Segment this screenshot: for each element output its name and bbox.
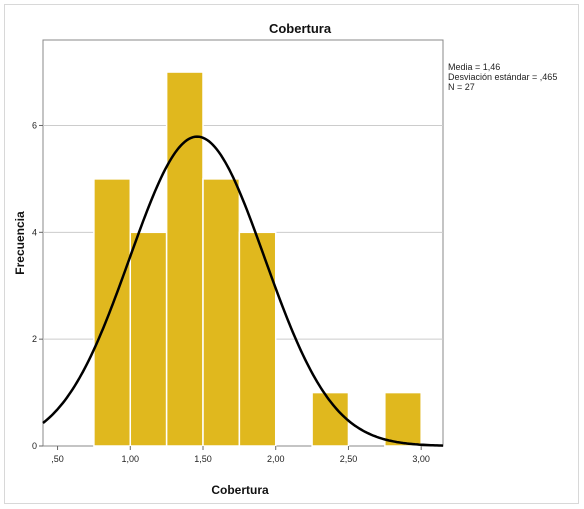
x-tick-label-4: 2,50 [340,454,358,464]
stats-mean: Media = 1,46 [448,62,500,72]
y-axis-ticks: 0 2 4 6 [32,120,43,451]
bar-4 [238,231,277,447]
x-tick-label-5: 3,00 [412,454,430,464]
bar-3 [202,178,241,447]
x-axis-label: Cobertura [211,483,269,497]
y-tick-label-0: 0 [32,441,37,451]
bar-8 [384,391,422,447]
bar-0 [93,178,132,447]
bars [93,71,422,447]
y-tick-label-3: 6 [32,120,37,130]
y-tick-label-2: 4 [32,227,37,237]
x-tick-label-3: 2,00 [267,454,285,464]
y-tick-label-1: 2 [32,334,37,344]
x-axis-ticks: ,50 1,00 1,50 2,00 2,50 3,00 [51,446,430,464]
normal-curve [42,135,444,447]
x-tick-label-1: 1,00 [122,454,140,464]
y-axis-label: Frecuencia [13,211,27,275]
x-tick-label-2: 1,50 [194,454,212,464]
chart-title: Cobertura [269,21,332,36]
bar-2 [165,71,204,447]
stats-sd: Desviación estándar = ,465 [448,72,557,82]
chart-frame [4,4,579,504]
bar-1 [129,231,168,447]
stats-n: N = 27 [448,82,475,92]
stats-legend: Media = 1,46 Desviación estándar = ,465 … [448,62,557,92]
x-tick-label-0: ,50 [51,454,64,464]
